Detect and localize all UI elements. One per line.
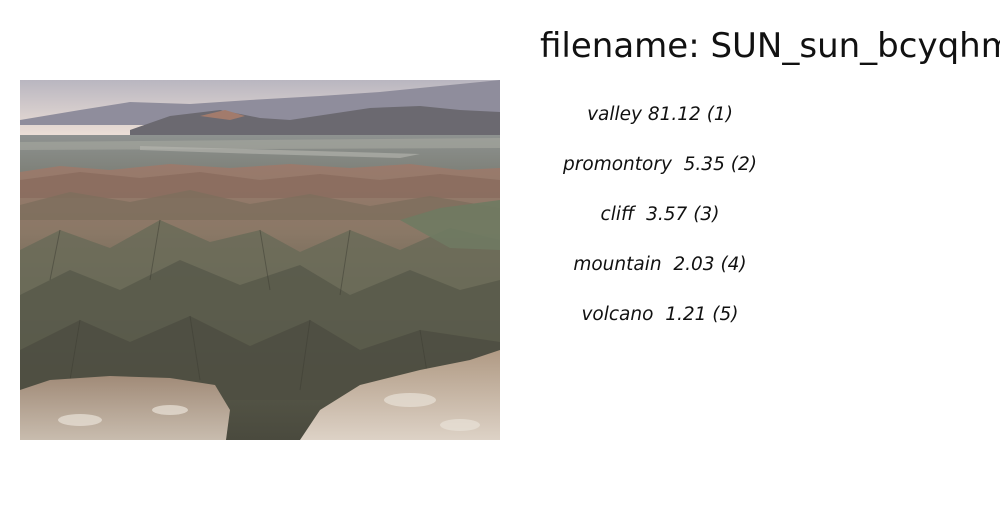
prediction-label: valley [587,104,642,125]
prediction-rank: (2) [730,154,757,175]
prediction-label: mountain [573,254,662,275]
prediction-rank: (4) [720,254,747,275]
prediction-row: promontory 5.35 (2) [540,153,780,177]
badlands-valley-image [20,80,500,440]
prediction-label: volcano [581,304,654,325]
prediction-score: 3.57 [646,204,688,225]
filename-heading: filename: SUN_sun_bcyqhms [540,26,1000,66]
prediction-row: mountain 2.03 (4) [540,253,780,277]
scene-photo [20,80,500,440]
prediction-row: valley 81.12 (1) [540,103,780,127]
prediction-score: 1.21 [665,304,707,325]
prediction-score: 5.35 [683,154,725,175]
prediction-label: cliff [600,204,635,225]
prediction-row: cliff 3.57 (3) [540,203,780,227]
prediction-rank: (1) [706,104,733,125]
prediction-score: 81.12 [647,104,701,125]
prediction-score: 2.03 [673,254,715,275]
prediction-rank: (3) [693,204,720,225]
prediction-rank: (5) [712,304,739,325]
prediction-row: volcano 1.21 (5) [540,303,780,327]
prediction-label: promontory [563,154,672,175]
